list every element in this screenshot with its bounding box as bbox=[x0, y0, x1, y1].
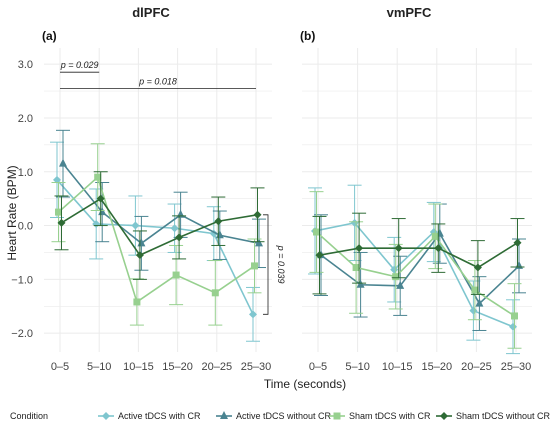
series-line bbox=[319, 242, 518, 269]
data-point bbox=[172, 271, 180, 279]
x-tick-label: 25–30 bbox=[501, 361, 532, 373]
y-tick-label: −2.0 bbox=[11, 328, 33, 340]
x-tick-label: 15–20 bbox=[162, 361, 193, 373]
data-point bbox=[57, 218, 66, 227]
legend-marker bbox=[440, 412, 448, 420]
data-point bbox=[175, 233, 184, 242]
data-point bbox=[249, 310, 257, 319]
legend-marker bbox=[220, 411, 228, 419]
series-vmpfc bbox=[308, 184, 526, 355]
data-point bbox=[394, 244, 403, 253]
x-tick-label: 5–10 bbox=[87, 361, 111, 373]
series-line bbox=[314, 221, 514, 328]
x-tick-label: 20–25 bbox=[461, 361, 492, 373]
data-point bbox=[251, 262, 258, 270]
legend-item: Sham tDCS without CR bbox=[436, 411, 550, 421]
series-sham-with-cr bbox=[51, 143, 262, 326]
data-point bbox=[396, 280, 405, 289]
series-line bbox=[57, 175, 255, 304]
series-line bbox=[62, 163, 260, 245]
panel-letter-a: (a) bbox=[42, 29, 57, 43]
x-axis-title: Time (seconds) bbox=[264, 377, 346, 391]
data-point bbox=[513, 238, 522, 247]
data-point bbox=[475, 298, 484, 307]
x-tick-label: 25–30 bbox=[241, 361, 272, 373]
significance-label: p = 0.018 bbox=[138, 76, 177, 86]
series-active-without-cr bbox=[314, 203, 526, 331]
x-tick-label: 5–10 bbox=[345, 361, 369, 373]
data-point bbox=[214, 217, 223, 226]
legend-item: Sham tDCS with CR bbox=[329, 411, 431, 421]
y-tick-label: 0.0 bbox=[18, 221, 33, 233]
data-point bbox=[53, 175, 61, 184]
series-active-with-cr bbox=[50, 141, 260, 342]
significance-label: p = 0.039 bbox=[276, 245, 286, 284]
x-tick-label: 20–25 bbox=[202, 361, 233, 373]
panel-vmpfc: vmPFC (b) 0–5 5–10 10–15 15–20 20–25 25–30 bbox=[300, 5, 532, 373]
series-active-without-cr bbox=[56, 129, 266, 271]
legend-label: Sham tDCS without CR bbox=[456, 411, 550, 421]
series-line bbox=[56, 179, 254, 315]
legend-item: Active tDCS with CR bbox=[98, 411, 201, 421]
legend-label: Active tDCS with CR bbox=[118, 411, 201, 421]
data-point bbox=[355, 244, 364, 253]
panel-title-dlpfc: dlPFC bbox=[132, 5, 170, 20]
legend: Condition Active tDCS with CR Active tDCS… bbox=[10, 411, 550, 421]
panel-letter-b: (b) bbox=[300, 29, 315, 43]
y-tick-label: 2.0 bbox=[18, 113, 33, 125]
data-point bbox=[135, 251, 144, 260]
grid-vmpfc: 0–5 5–10 10–15 15–20 20–25 25–30 bbox=[302, 48, 532, 373]
series-sham-without-cr bbox=[54, 171, 265, 280]
x-tick-label: 10–15 bbox=[123, 361, 154, 373]
x-tick-label: 15–20 bbox=[422, 361, 453, 373]
data-point bbox=[94, 173, 102, 181]
significance-annotations: p = 0.029 p = 0.018 p = 0.039 bbox=[60, 60, 286, 315]
panel-dlpfc: dlPFC (a) 0–5 5–10 10–15 15–20 20–25 25–30 p … bbox=[42, 5, 286, 373]
series-dlpfc bbox=[50, 129, 266, 342]
x-tick-label: 0–5 bbox=[51, 361, 69, 373]
data-point bbox=[431, 232, 439, 240]
legend-marker bbox=[333, 412, 341, 420]
y-tick-label: −1.0 bbox=[11, 274, 33, 286]
y-axis-title: Heart Rate (BPM) bbox=[5, 165, 19, 260]
data-point bbox=[352, 264, 360, 272]
data-point bbox=[471, 286, 479, 294]
series-sham-without-cr bbox=[312, 212, 525, 295]
significance-bracket bbox=[263, 214, 269, 315]
data-point bbox=[96, 194, 105, 203]
significance-label: p = 0.029 bbox=[60, 60, 99, 70]
y-axis: −2.0 −1.0 0.0 1.0 2.0 3.0 bbox=[11, 59, 33, 340]
data-point bbox=[255, 238, 263, 247]
data-point bbox=[315, 251, 324, 260]
data-point bbox=[434, 244, 443, 253]
data-point bbox=[511, 312, 518, 320]
data-point bbox=[253, 210, 262, 219]
legend-marker bbox=[102, 412, 110, 420]
series-line bbox=[61, 197, 258, 257]
y-tick-label: 3.0 bbox=[18, 59, 33, 71]
legend-label: Sham tDCS with CR bbox=[349, 411, 431, 421]
data-point bbox=[473, 263, 482, 272]
x-tick-label: 10–15 bbox=[382, 361, 413, 373]
legend-label: Active tDCS without CR bbox=[236, 411, 332, 421]
legend-title: Condition bbox=[10, 411, 48, 421]
data-point bbox=[59, 158, 67, 167]
data-point bbox=[392, 273, 400, 281]
data-point bbox=[170, 224, 179, 233]
data-point bbox=[313, 228, 320, 236]
data-point bbox=[133, 298, 141, 306]
grid-dlpfc: 0–5 5–10 10–15 15–20 20–25 25–30 bbox=[44, 48, 272, 373]
x-tick-label: 0–5 bbox=[309, 361, 327, 373]
y-tick-label: 1.0 bbox=[18, 167, 33, 179]
legend-item: Active tDCS without CR bbox=[216, 411, 332, 421]
data-point bbox=[131, 221, 140, 230]
panel-title-vmpfc: vmPFC bbox=[387, 5, 432, 20]
data-point bbox=[356, 279, 365, 288]
data-point bbox=[211, 289, 219, 297]
data-point bbox=[55, 208, 62, 216]
